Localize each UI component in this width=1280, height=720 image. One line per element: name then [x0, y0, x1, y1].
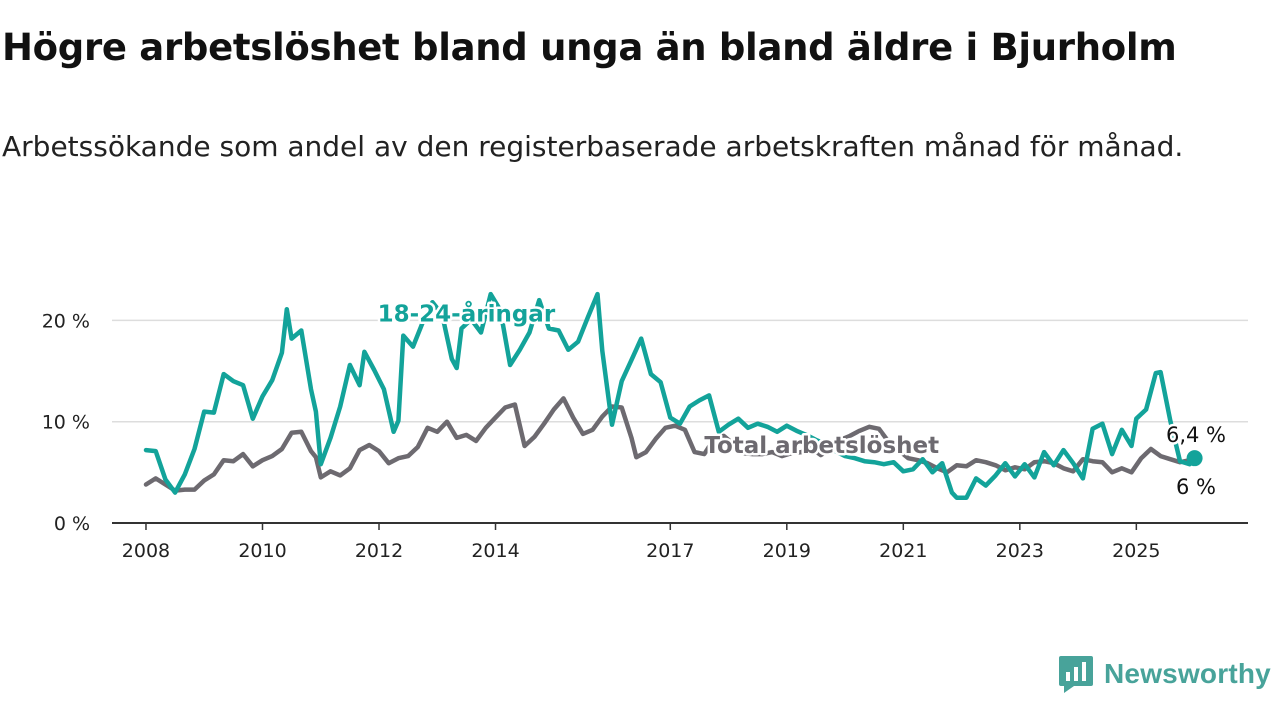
x-tick-label: 2012 [355, 540, 403, 562]
brand-name: Newsworthy [1104, 658, 1271, 689]
x-tick-label: 2021 [879, 540, 927, 562]
line-chart: 0 % 10 % 20 % 2008 2010 2012 2014 2017 2019 2021… [42, 291, 1248, 562]
newsworthy-logo-icon [1059, 656, 1093, 693]
end-value-youth: 6,4 % [1166, 423, 1226, 447]
end-point-marker [1186, 450, 1203, 467]
x-tick-label: 2019 [763, 540, 811, 562]
y-tick-label: 10 % [42, 412, 90, 434]
series-label-total: Total arbetslöshet [704, 433, 939, 459]
x-tick-label: 2023 [996, 540, 1044, 562]
newsworthy-brand: Newsworthy [1058, 654, 1271, 694]
end-value-total: 6 % [1176, 475, 1216, 499]
series-line [143, 291, 1197, 500]
y-tick-label: 20 % [42, 310, 90, 332]
series-label-youth: 18-24-åringar [378, 300, 556, 327]
y-axis-ticks: 0 % 10 % 20 % [42, 310, 90, 535]
x-axis-ticks: 2008 2010 2012 2014 2017 2019 2021 2023 2025 [122, 523, 1161, 562]
x-tick-label: 2017 [646, 540, 694, 562]
x-tick-label: 2025 [1112, 540, 1160, 562]
series-labels: 18-24-åringar Total arbetslöshet 6,4 % 6 % [375, 298, 1228, 502]
series-lines [143, 291, 1203, 500]
y-tick-label: 0 % [54, 513, 90, 535]
chart-subtitle: Arbetssökande som andel av den registerb… [2, 130, 1184, 163]
x-tick-label: 2014 [471, 540, 519, 562]
chart-title: Högre arbetslöshet bland unga än bland ä… [2, 26, 1177, 69]
x-tick-label: 2010 [238, 540, 286, 562]
x-tick-label: 2008 [122, 540, 170, 562]
